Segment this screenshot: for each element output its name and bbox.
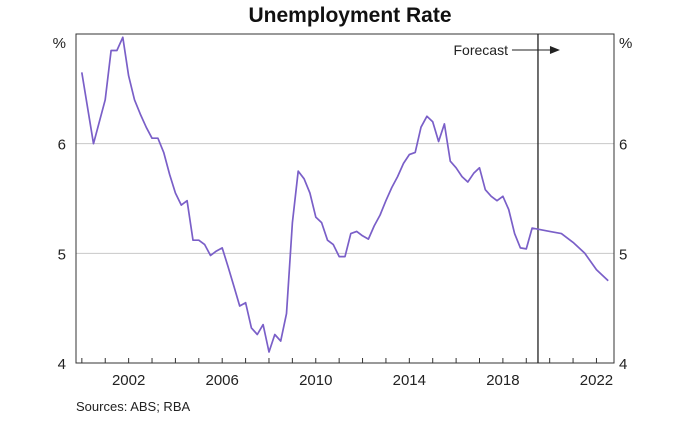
y-unit-right: % — [619, 35, 632, 52]
y-tick-label-right: 6 — [619, 137, 627, 154]
x-tick-label: 2022 — [580, 372, 613, 389]
y-tick-label-left: 5 — [58, 246, 66, 263]
forecast-label: Forecast — [454, 42, 509, 58]
source-note: Sources: ABS; RBA — [76, 399, 191, 414]
y-tick-label-right: 4 — [619, 356, 627, 373]
y-tick-label-right: 5 — [619, 246, 627, 263]
y-tick-label-left: 4 — [58, 356, 66, 373]
series-line-0 — [80, 36, 609, 353]
y-tick-label-left: 6 — [58, 137, 66, 154]
chart-title: Unemployment Rate — [248, 4, 452, 27]
x-tick-label: 2006 — [206, 372, 239, 389]
x-tick-label: 2010 — [299, 372, 332, 389]
x-tick-label: 2002 — [112, 372, 145, 389]
y-unit-left: % — [53, 35, 66, 52]
forecast-arrow-head — [549, 46, 560, 54]
x-tick-label: 2018 — [486, 372, 519, 389]
plot-frame — [75, 33, 615, 364]
x-tick-label: 2014 — [393, 372, 426, 389]
